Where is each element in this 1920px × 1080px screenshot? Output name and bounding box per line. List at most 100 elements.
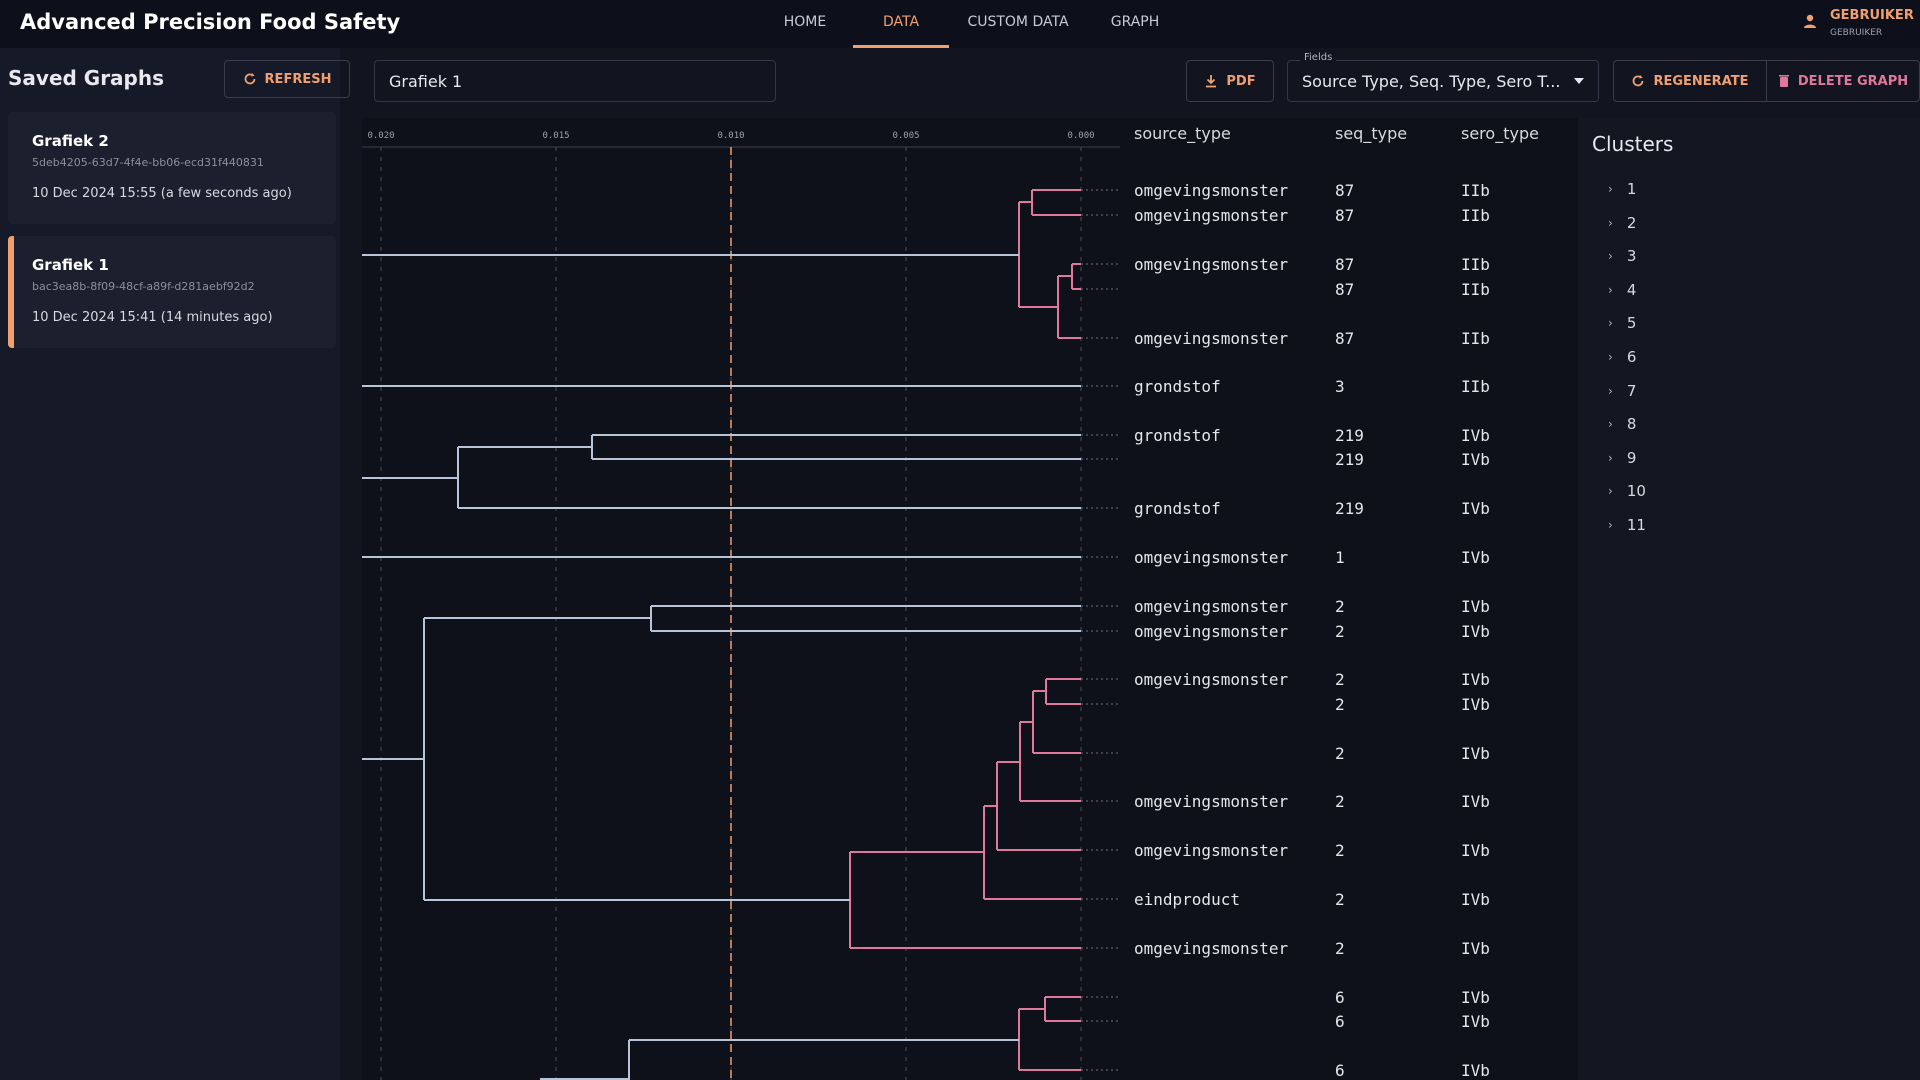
row-seq-type: 2: [1335, 597, 1345, 616]
pdf-label: PDF: [1226, 73, 1256, 89]
cluster-item[interactable]: › 3: [1608, 247, 1636, 265]
pdf-button[interactable]: PDF: [1186, 60, 1274, 102]
column-header-seq-type: seq_type: [1335, 124, 1408, 143]
row-source-type: grondstof: [1134, 426, 1221, 445]
chevron-right-icon: ›: [1608, 182, 1613, 196]
clusters-panel: Clusters › 1 › 2 › 3 › 4 › 5 › 6 › 7 › 8 › 9 › 10 › 11: [1578, 118, 1920, 1080]
row-source-type: omgevingsmonster: [1134, 622, 1289, 641]
row-sero-type: IIb: [1461, 181, 1490, 200]
row-sero-type: IIb: [1461, 206, 1490, 225]
cluster-item[interactable]: › 1: [1608, 180, 1636, 198]
chevron-right-icon: ›: [1608, 282, 1613, 297]
cluster-item[interactable]: › 6: [1608, 348, 1636, 366]
saved-graph-id: bac3ea8b-8f09-48cf-a89f-d281aebf92d2: [32, 280, 255, 293]
axis-tick-label: 0.000: [1067, 131, 1094, 141]
cluster-label: 6: [1626, 348, 1637, 366]
row-sero-type: IVb: [1461, 988, 1490, 1007]
cluster-item[interactable]: › 4: [1608, 281, 1636, 299]
user-role: GEBRUIKER: [1830, 28, 1883, 38]
refresh-label: REFRESH: [264, 71, 332, 87]
row-seq-type: 87: [1335, 329, 1355, 348]
refresh-icon: [1633, 75, 1644, 87]
cluster-item[interactable]: › 7: [1608, 382, 1636, 400]
top-bar: Advanced Precision Food Safety HOME DATA…: [0, 0, 1920, 48]
refresh-icon: [244, 73, 255, 85]
row-seq-type: 3: [1335, 377, 1345, 396]
chevron-right-icon: ›: [1608, 350, 1613, 364]
tab-graph[interactable]: GRAPH: [1110, 14, 1160, 30]
row-source-type: omgevingsmonster: [1134, 181, 1289, 200]
row-seq-type: 219: [1335, 426, 1364, 445]
row-seq-type: 219: [1335, 499, 1364, 518]
row-source-type: omgevingsmonster: [1134, 206, 1289, 225]
user-icon: [1804, 14, 1816, 28]
row-seq-type: 2: [1335, 695, 1345, 714]
row-sero-type: IVb: [1461, 499, 1490, 518]
saved-graphs-sidebar: Saved Graphs REFRESH Grafiek 2 5deb4205-…: [0, 48, 350, 1080]
tab-home[interactable]: HOME: [783, 14, 827, 30]
row-seq-type: 6: [1335, 988, 1345, 1007]
saved-graph-card[interactable]: Grafiek 2 5deb4205-63d7-4f4e-bb06-ecd31f…: [8, 112, 336, 224]
delete-graph-button[interactable]: DELETE GRAPH: [1766, 60, 1920, 102]
cluster-label: 1: [1626, 180, 1637, 198]
cluster-item[interactable]: › 10: [1608, 482, 1646, 500]
saved-graph-date: 10 Dec 2024 15:55 (a few seconds ago): [32, 186, 292, 201]
dendrogram-chart: 0.020 0.015 0.010 0.005 0.000: [362, 131, 1120, 1080]
cluster-item[interactable]: › 11: [1608, 516, 1646, 534]
chevron-right-icon: ›: [1608, 215, 1613, 230]
row-sero-type: IVb: [1461, 890, 1490, 909]
row-source-type: eindproduct: [1134, 890, 1240, 909]
cluster-label: 4: [1626, 280, 1637, 299]
download-icon: [1206, 75, 1217, 88]
chevron-right-icon: ›: [1608, 518, 1613, 532]
app-title: Advanced Precision Food Safety: [20, 10, 401, 34]
active-tab-indicator: [853, 45, 949, 48]
row-seq-type: 2: [1335, 622, 1345, 641]
row-source-type: omgevingsmonster: [1134, 597, 1289, 616]
cluster-item[interactable]: › 9: [1608, 449, 1636, 467]
row-seq-type: 2: [1335, 670, 1345, 689]
row-source-type: omgevingsmonster: [1134, 255, 1289, 274]
row-source-type: omgevingsmonster: [1134, 329, 1289, 348]
row-sero-type: IVb: [1461, 548, 1490, 567]
regenerate-label: REGENERATE: [1653, 73, 1749, 89]
row-sero-type: IVb: [1461, 597, 1490, 616]
row-sero-type: IIb: [1461, 329, 1490, 348]
dendrogram-panel: 0.020 0.015 0.010 0.005 0.000: [362, 118, 1578, 1080]
fields-select[interactable]: Fields Source Type, Seq. Type, Sero T...: [1287, 52, 1599, 102]
tab-custom-data[interactable]: CUSTOM DATA: [967, 14, 1069, 30]
tab-data[interactable]: DATA: [882, 14, 920, 30]
row-seq-type: 87: [1335, 255, 1355, 274]
row-sero-type: IVb: [1461, 670, 1490, 689]
row-source-type: omgevingsmonster: [1134, 670, 1289, 689]
row-seq-type: 6: [1335, 1012, 1345, 1031]
axis-tick-label: 0.020: [367, 131, 394, 141]
cluster-item[interactable]: › 5: [1608, 314, 1636, 332]
chevron-right-icon: ›: [1608, 383, 1613, 398]
chevron-right-icon: ›: [1608, 450, 1613, 465]
clusters-title: Clusters: [1592, 132, 1674, 156]
chevron-down-icon: [1574, 78, 1584, 84]
column-header-source-type: source_type: [1134, 124, 1231, 143]
row-sero-type: IVb: [1461, 792, 1490, 811]
row-sero-type: IVb: [1461, 426, 1490, 445]
refresh-button[interactable]: REFRESH: [224, 60, 350, 98]
row-seq-type: 2: [1335, 841, 1345, 860]
axis-tick-label: 0.005: [892, 131, 919, 141]
row-sero-type: IVb: [1461, 939, 1490, 958]
regenerate-button[interactable]: REGENERATE: [1613, 60, 1767, 102]
delete-graph-label: DELETE GRAPH: [1797, 73, 1909, 89]
cluster-label: 3: [1626, 247, 1637, 266]
chevron-right-icon: ›: [1608, 417, 1613, 432]
cluster-label: 9: [1626, 448, 1637, 467]
saved-graph-name: Grafiek 2: [32, 132, 109, 150]
cluster-item[interactable]: › 2: [1608, 214, 1636, 232]
row-sero-type: IVb: [1461, 450, 1490, 469]
graph-name-input[interactable]: Grafiek 1: [374, 60, 776, 102]
saved-graph-card-selected[interactable]: Grafiek 1 bac3ea8b-8f09-48cf-a89f-d281ae…: [8, 236, 336, 348]
row-sero-type: IIb: [1461, 280, 1490, 299]
cluster-label: 2: [1626, 213, 1637, 232]
chevron-right-icon: ›: [1608, 316, 1613, 331]
cluster-item[interactable]: › 8: [1608, 415, 1636, 433]
trash-icon: [1778, 75, 1789, 87]
